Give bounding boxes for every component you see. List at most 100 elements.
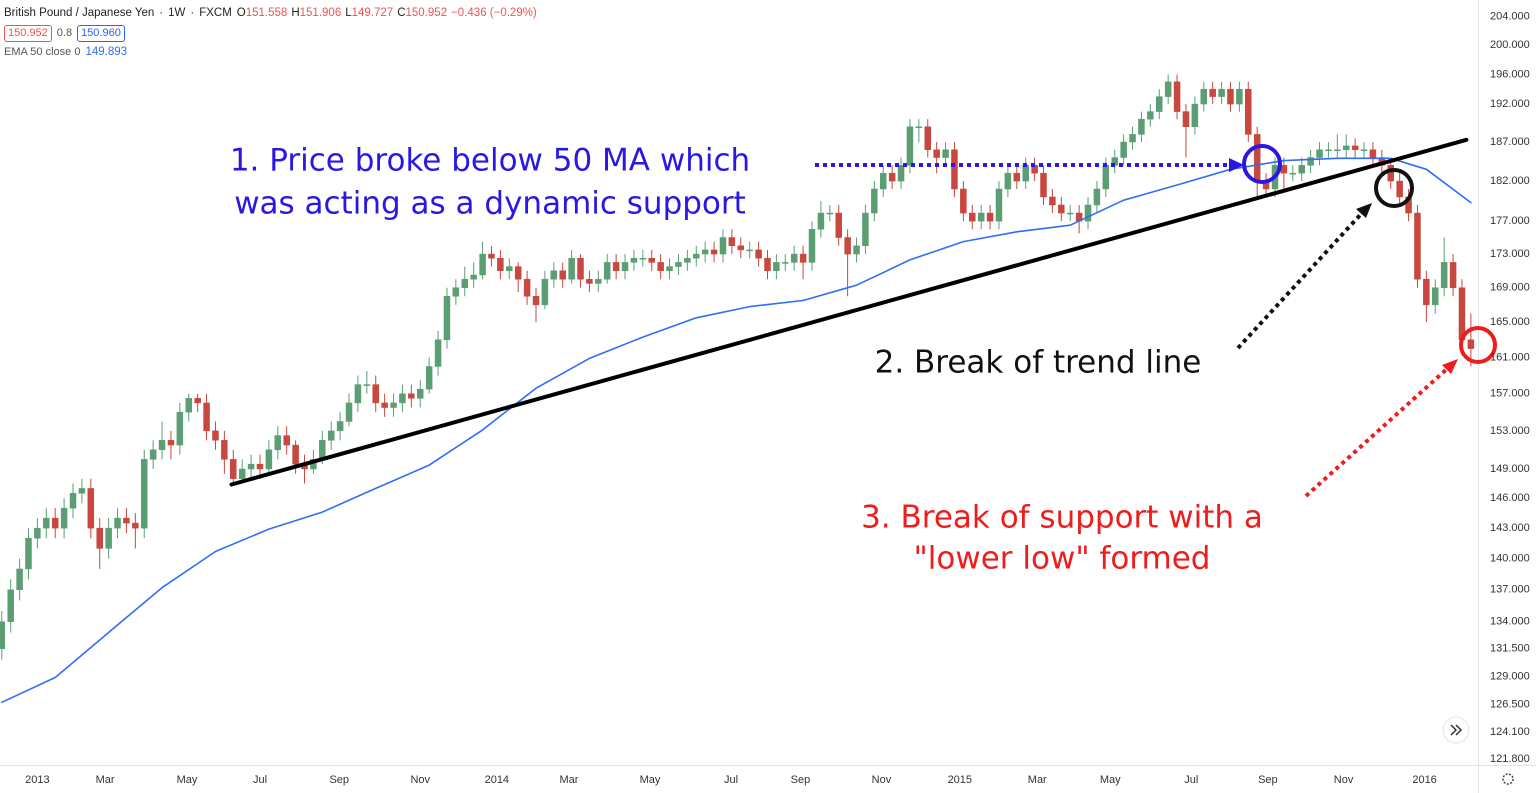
candle-body — [87, 488, 95, 529]
candle-body — [7, 589, 14, 622]
price-tags: 150.952 0.8 150.960 — [4, 25, 541, 42]
interval: 1W — [168, 7, 186, 19]
icon — [1450, 724, 1463, 736]
x-tick-label: Nov — [410, 774, 430, 786]
candle-body — [1440, 262, 1448, 288]
price-tag: 0.8 — [56, 27, 73, 39]
candle-body — [586, 278, 593, 284]
candle-body — [1040, 172, 1047, 198]
y-tick-label: 182.000 — [1490, 175, 1530, 187]
candle-body — [479, 253, 486, 276]
candle-body — [283, 435, 290, 446]
candle-body — [1342, 145, 1350, 151]
candle-body — [443, 296, 451, 340]
candle-body — [951, 149, 958, 190]
candle-body — [274, 435, 282, 451]
y-tick-label: 177.000 — [1490, 215, 1530, 227]
indicator-legend[interactable]: EMA 50 close 0 149.893 — [4, 44, 541, 61]
candle-body — [123, 517, 130, 524]
candle-body — [363, 384, 371, 386]
candle-body — [986, 212, 994, 222]
price-tag: 150.960 — [77, 25, 125, 42]
x-tick-label: Sep — [1258, 774, 1278, 786]
candle-body — [1236, 88, 1243, 105]
candle-body — [194, 398, 201, 404]
candle-body — [1432, 287, 1439, 306]
stat-value: 150.952 — [405, 7, 448, 19]
candle-body — [1022, 165, 1029, 182]
candle-body — [114, 517, 121, 529]
candle-body — [1209, 88, 1216, 97]
x-tick-label: 2014 — [485, 774, 509, 786]
candle-body — [1396, 180, 1403, 198]
candle-body — [755, 249, 762, 259]
candle-body — [1316, 149, 1323, 158]
candle-body — [1129, 134, 1136, 143]
candle-body — [808, 229, 816, 263]
candle-body — [1164, 81, 1172, 97]
candle-body — [888, 172, 896, 182]
x-tick-label: May — [1100, 774, 1121, 786]
x-tick-label: Jul — [724, 774, 738, 786]
candle-body — [790, 253, 798, 263]
y-tick-label: 165.000 — [1490, 316, 1530, 328]
candle-body — [158, 440, 166, 451]
y-tick-label: 173.000 — [1490, 248, 1530, 260]
candle-body — [140, 459, 148, 529]
candle-body — [701, 249, 709, 255]
highlight-circle — [1374, 168, 1414, 208]
highlight-circle — [1242, 144, 1282, 184]
y-tick-label: 196.000 — [1490, 68, 1530, 80]
exchange: FXCM — [199, 7, 232, 19]
candle-body — [550, 270, 558, 280]
candle-body — [844, 237, 851, 255]
annotation-text: "lower low" formed — [914, 541, 1211, 577]
candle-body — [737, 245, 745, 251]
annotation-text: 2. Break of trend line — [875, 345, 1202, 381]
candle-body — [924, 126, 932, 151]
candle-body — [728, 237, 736, 247]
x-tick-label: Mar — [1028, 774, 1047, 786]
x-tick-label: 2015 — [948, 774, 972, 786]
candle-body — [1307, 157, 1314, 166]
candle-body — [434, 339, 442, 367]
candle-body — [247, 463, 255, 470]
trend-line — [229, 137, 1469, 487]
candle-body — [1156, 96, 1163, 112]
candle-body — [1351, 145, 1359, 151]
candle-body — [1147, 111, 1154, 120]
header-row: British Pound / Japanese Yen · 1W · FXCM O… — [4, 5, 541, 22]
price-tag: 150.952 — [4, 25, 52, 42]
candle-body — [639, 257, 647, 260]
candle-body — [1387, 165, 1394, 182]
candle-body — [185, 398, 193, 413]
candle-body — [506, 266, 513, 272]
candle-body — [995, 188, 1003, 222]
candle-body — [292, 444, 299, 465]
separator: · — [190, 7, 195, 19]
candle-body — [0, 621, 6, 650]
settings-icon[interactable] — [1502, 773, 1514, 785]
separator: · — [159, 7, 164, 19]
y-tick-label: 157.000 — [1490, 388, 1530, 400]
stat-value: −0.436 (−0.29%) — [451, 7, 537, 19]
y-tick-label: 121.800 — [1490, 753, 1530, 765]
candle-body — [16, 568, 23, 591]
candle-body — [710, 249, 718, 255]
candle-body — [1458, 287, 1466, 340]
candle-body — [799, 253, 807, 263]
candle-body — [230, 459, 237, 479]
candle-body — [390, 402, 397, 408]
y-tick-label: 187.000 — [1490, 136, 1530, 148]
y-tick-label: 146.000 — [1490, 492, 1530, 504]
arrow — [1304, 366, 1450, 498]
annotation-text: was acting as a dynamic support — [234, 186, 746, 222]
candle-body — [1360, 149, 1368, 152]
candle-body — [488, 253, 495, 259]
candle-body — [43, 517, 50, 529]
candle-body — [1289, 172, 1297, 175]
candle-body — [906, 126, 914, 166]
candle-body — [265, 449, 273, 470]
candle-body — [354, 384, 362, 404]
candle-body — [497, 257, 504, 272]
